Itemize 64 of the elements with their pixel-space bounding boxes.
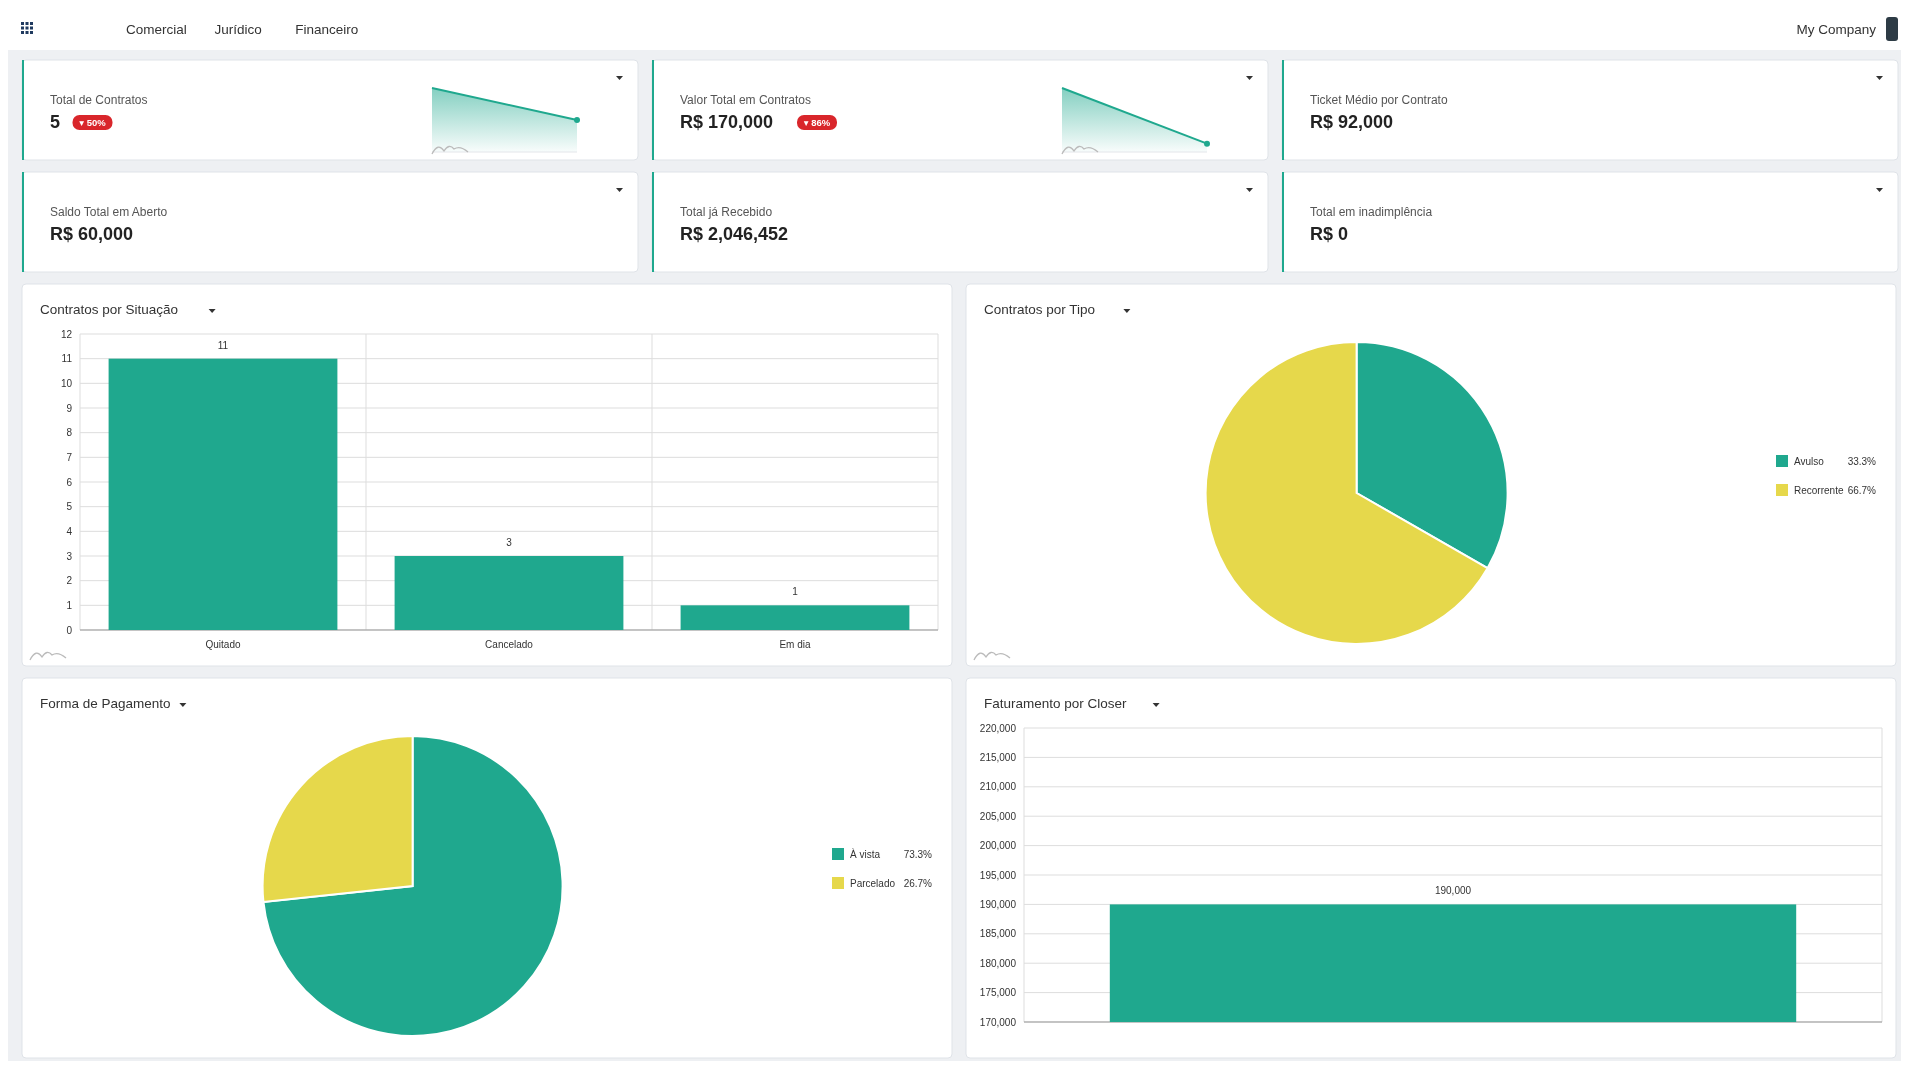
bar [680, 605, 910, 630]
text: R$ 92,000 [1310, 112, 1394, 132]
data-label: 1 [792, 586, 799, 598]
y-tick-label: 9 [66, 402, 73, 414]
y-tick-label: 190,000 [979, 898, 1017, 910]
legend-label: Recorrente [1794, 485, 1844, 496]
x-tick-label: Em dia [779, 639, 811, 650]
text: Ticket Médio por Contrato [1310, 93, 1448, 107]
text: ▾ 86% [803, 117, 831, 128]
y-tick-label: 2 [66, 575, 73, 587]
y-tick-label: 185,000 [979, 928, 1017, 940]
y-tick-label: 8 [66, 427, 73, 439]
text: Jurídico [214, 22, 262, 37]
data-label: 73.3% [903, 849, 933, 860]
data-label: 11 [217, 339, 229, 351]
text: ▾ 50% [79, 117, 107, 128]
data-label: 33.3% [1847, 456, 1877, 467]
text: Comercial [126, 22, 187, 37]
text: Financeiro [295, 22, 359, 37]
text: Forma de Pagamento [40, 696, 171, 711]
pie-slice [262, 735, 564, 1037]
y-tick-label: 6 [66, 476, 73, 488]
text: R$ 170,000 [680, 112, 774, 132]
text: R$ 0 [1310, 224, 1349, 244]
y-tick-label: 4 [66, 525, 73, 537]
y-tick-label: 175,000 [979, 987, 1017, 999]
x-tick-label: Quitado [205, 639, 241, 650]
text: Saldo Total em Aberto [50, 205, 168, 219]
text: Total já Recebido [680, 205, 773, 219]
y-tick-label: 1 [66, 599, 73, 611]
bar [108, 358, 338, 630]
data-label: 66.7% [1847, 485, 1877, 496]
text: R$ 60,000 [50, 224, 134, 244]
y-tick-label: 215,000 [979, 751, 1017, 763]
data-label: 26.7% [903, 878, 933, 889]
y-tick-label: 210,000 [979, 781, 1017, 793]
bar [394, 556, 624, 630]
text: Valor Total em Contratos [680, 93, 811, 107]
text: My Company [1796, 22, 1877, 37]
data-label: 190,000 [1434, 885, 1472, 897]
legend-label: À vista [850, 848, 881, 860]
y-tick-label: 10 [60, 377, 73, 389]
y-tick-label: 7 [66, 451, 73, 463]
x-tick-label: Cancelado [485, 639, 534, 650]
y-tick-label: 170,000 [979, 1016, 1017, 1028]
y-tick-label: 3 [66, 550, 73, 562]
y-tick-label: 11 [61, 353, 73, 365]
text: Contratos por Tipo [984, 302, 1096, 317]
y-tick-label: 200,000 [979, 840, 1017, 852]
legend-label: Avulso [1794, 456, 1825, 467]
y-tick-label: 205,000 [979, 810, 1017, 822]
y-tick-label: 195,000 [979, 869, 1017, 881]
data-label: 3 [506, 537, 513, 548]
y-tick-label: 220,000 [979, 722, 1017, 734]
y-tick-label: 5 [66, 501, 73, 513]
text: Total de Contratos [50, 93, 148, 107]
chart-title: Faturamento por Closer [984, 696, 1128, 711]
legend-label: Parcelado [850, 878, 896, 889]
text: Total em inadimplência [1310, 205, 1433, 219]
text: R$ 2,046,452 [680, 224, 789, 244]
y-tick-label: 0 [66, 624, 73, 636]
y-tick-label: 12 [60, 328, 73, 340]
y-tick-label: 180,000 [979, 957, 1017, 969]
chart-title: Contratos por Situação [40, 302, 179, 317]
